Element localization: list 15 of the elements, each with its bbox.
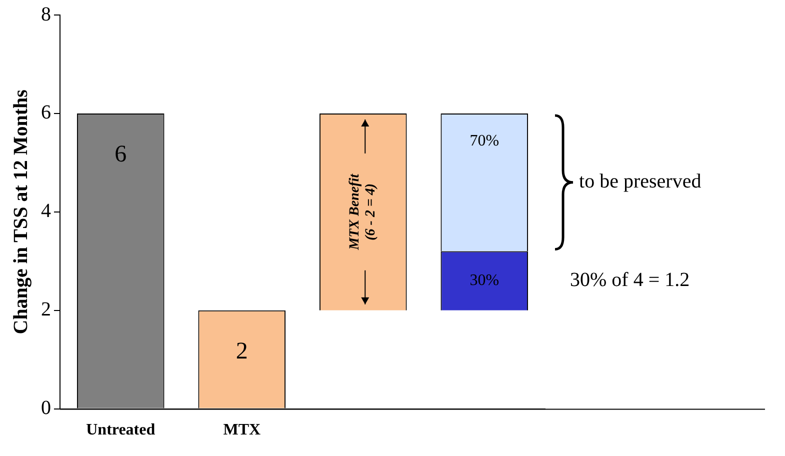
x-tick-label: Untreated bbox=[86, 422, 156, 439]
text: to be preserved bbox=[579, 170, 702, 193]
data-label: 2 bbox=[236, 338, 248, 365]
y-tick-label: 2 bbox=[41, 298, 51, 321]
x-tick-label: MTX bbox=[223, 422, 261, 439]
y-tick-label: 6 bbox=[41, 102, 51, 124]
y-tick-label: 4 bbox=[41, 200, 51, 222]
annotation: MTX Benefit (6 - 2 = 4) bbox=[348, 172, 379, 251]
annotation: 70% bbox=[470, 132, 500, 150]
data-label: 6 bbox=[114, 142, 127, 168]
y-axis-title: Change in TSS at 12 Months bbox=[10, 89, 32, 334]
y-tick-label: 0 bbox=[41, 397, 51, 420]
y-tick-label: 8 bbox=[41, 3, 51, 26]
text: 30% of 4 = 1.2 bbox=[570, 269, 690, 292]
annotation: 30% bbox=[470, 272, 500, 290]
